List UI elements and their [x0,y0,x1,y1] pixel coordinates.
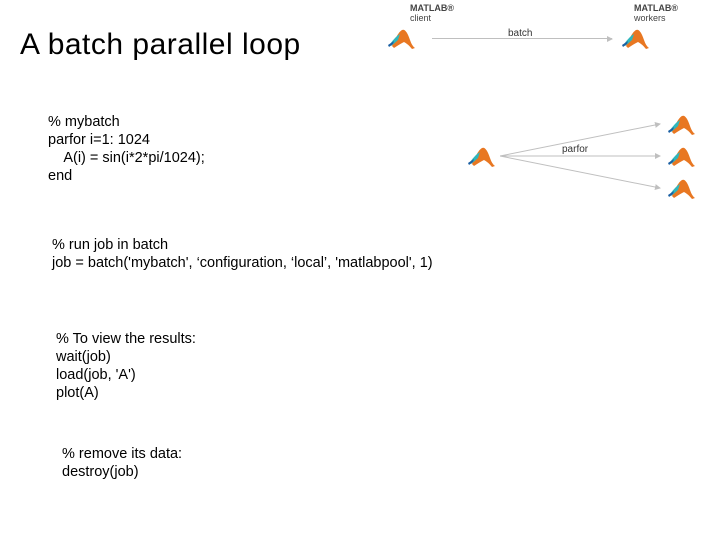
code-run-job: % run job in batch job = batch('mybatch'… [52,236,433,272]
matlab-logo-icon [668,112,698,136]
trademark-text-2: MATLAB® [634,3,678,13]
arrow-batch-label: batch [508,28,532,39]
workers-label: workers [634,13,666,23]
matlab-logo-icon [622,26,652,50]
code-destroy: % remove its data: destroy(job) [62,445,182,481]
matlab-trademark-client: MATLAB® client [410,4,456,24]
matlab-logo-icon [668,176,698,200]
slide-title: A batch parallel loop [20,28,301,62]
arrow-parfor [500,116,668,196]
client-label: client [410,13,431,23]
matlab-logo-icon [468,144,498,168]
matlab-logo-icon [668,144,698,168]
matlab-logo-icon [388,26,418,50]
trademark-text: MATLAB® [410,3,454,13]
code-mybatch: % mybatch parfor i=1: 1024 A(i) = sin(i*… [48,113,205,186]
matlab-trademark-workers: MATLAB® workers [634,4,684,24]
code-view-results: % To view the results: wait(job) load(jo… [56,330,196,403]
batch-parfor-diagram: MATLAB® client MATLAB® workers batch par… [388,4,712,226]
